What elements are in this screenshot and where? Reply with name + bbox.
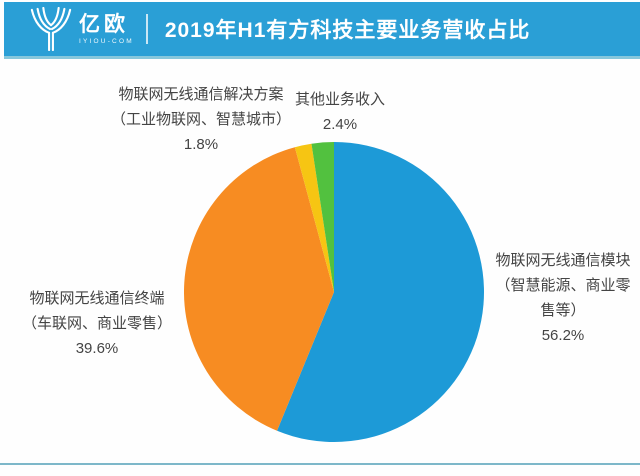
pie-slice-3 — [294, 143, 334, 292]
pie-slice-4 — [311, 142, 334, 292]
iyiou-logo: 亿欧 IYIOU-COM — [28, 7, 134, 51]
brand-domain: IYIOU-COM — [79, 37, 134, 45]
page-title: 2019年H1有方科技主要业务营收占比 — [164, 19, 531, 42]
label-other-segment: 其他业务收入 2.4% — [294, 91, 385, 133]
logo-text-block: 亿欧 IYIOU-COM — [79, 12, 134, 45]
pie-slice-2 — [184, 147, 334, 431]
label-solution-segment: 物联网无线通信解决方案 （工业物联网、智慧城市） 1.8% — [110, 86, 291, 153]
brand-name: 亿欧 — [79, 12, 129, 36]
pie-slice-1 — [277, 142, 484, 442]
label-terminal-segment: 物联网无线通信终端 （车联网、商业零售） 39.6% — [21, 290, 172, 357]
header-bar: 亿欧 IYIOU-COM 2019年H1有方科技主要业务营收占比 — [4, 2, 640, 59]
label-module-segment: 物联网无线通信模块 （智慧能源、商业零 售等） 56.2% — [495, 252, 631, 344]
iyiou-y-logo-icon — [30, 7, 72, 51]
header-divider — [145, 14, 148, 44]
pie-chart — [184, 142, 484, 442]
bottom-rule — [0, 463, 640, 465]
